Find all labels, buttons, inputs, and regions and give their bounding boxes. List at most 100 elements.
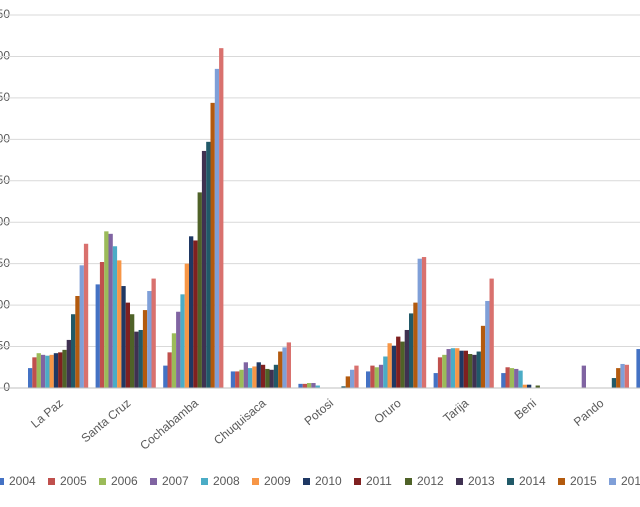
bar <box>404 329 409 388</box>
bar <box>378 364 384 388</box>
bar <box>138 329 143 388</box>
bar <box>413 302 418 388</box>
bar <box>117 260 122 388</box>
legend-swatch <box>150 478 157 485</box>
legend-label: 2012 <box>417 474 444 488</box>
bar <box>193 240 198 388</box>
x-tick-label: Chuquisaca <box>211 396 269 448</box>
bar <box>459 350 464 388</box>
bar <box>437 357 443 388</box>
bar <box>75 295 80 388</box>
y-tick-label: 400 <box>0 49 10 63</box>
x-tick-label: Potosi <box>302 396 337 428</box>
bar <box>472 354 477 388</box>
legend-swatch <box>303 478 310 485</box>
bar <box>66 339 71 388</box>
bar <box>167 352 172 388</box>
bar <box>248 368 253 388</box>
x-tick-label: Oruro <box>371 396 404 427</box>
x-tick-label: Pando <box>571 396 607 429</box>
bar <box>282 347 287 388</box>
bar <box>417 258 422 388</box>
bar <box>99 262 105 388</box>
legend-swatch <box>354 478 361 485</box>
bar <box>400 341 405 388</box>
bar <box>345 376 350 388</box>
bar <box>104 231 109 388</box>
bar <box>125 302 130 388</box>
y-tick-label: 200 <box>0 214 10 228</box>
bar <box>95 284 100 388</box>
bar <box>206 141 211 388</box>
legend-label: 2009 <box>264 474 291 488</box>
bar <box>501 373 506 388</box>
bar <box>62 349 67 388</box>
bar <box>409 313 414 388</box>
bar <box>350 369 355 388</box>
bar <box>374 367 379 388</box>
bar <box>180 294 185 388</box>
legend-label: 2010 <box>315 474 342 488</box>
bar <box>311 383 316 388</box>
bar <box>235 371 240 388</box>
bar <box>53 353 59 388</box>
bar <box>260 364 266 388</box>
legend-swatch <box>456 478 463 485</box>
bar <box>581 365 586 388</box>
bar <box>518 370 523 388</box>
bar <box>396 336 401 388</box>
bar <box>611 378 617 388</box>
bar <box>307 383 312 388</box>
y-tick-label: 0 <box>3 380 10 394</box>
bar <box>210 102 215 389</box>
x-tick-label: Tarija <box>440 396 471 425</box>
bar <box>45 355 50 388</box>
bar <box>79 265 84 388</box>
bar <box>171 333 177 388</box>
legend-label: 2014 <box>519 474 546 488</box>
legend-swatch <box>99 478 106 485</box>
x-tick-label: La Paz <box>28 396 66 431</box>
bar <box>315 385 320 388</box>
bar <box>121 286 126 388</box>
bar <box>197 192 202 388</box>
bar <box>265 368 270 388</box>
bar <box>286 342 291 388</box>
bar <box>278 351 283 388</box>
bar <box>370 365 375 388</box>
bar <box>32 357 37 388</box>
legend-swatch <box>609 478 616 485</box>
bar <box>214 68 220 388</box>
bar <box>485 300 490 388</box>
bar <box>522 384 527 388</box>
legend-swatch <box>0 478 4 485</box>
bar <box>134 331 139 388</box>
bar <box>201 150 207 388</box>
y-tick-label: 150 <box>0 256 10 270</box>
bar <box>450 348 456 388</box>
bar <box>40 354 46 388</box>
legend-label: 2007 <box>162 474 189 488</box>
bar <box>83 243 89 388</box>
bar <box>256 362 261 388</box>
bar <box>354 365 359 388</box>
legend-label: 2011 <box>366 474 392 488</box>
y-tick-label: 300 <box>0 132 10 146</box>
bar <box>636 349 640 388</box>
bar <box>184 263 189 388</box>
y-tick-label: 250 <box>0 173 10 187</box>
legend-swatch <box>507 478 514 485</box>
bar <box>219 48 224 389</box>
bar <box>476 351 481 388</box>
x-tick-label: Cochabamba <box>137 396 201 453</box>
bar <box>616 368 621 388</box>
legend-label: 2015 <box>570 474 597 488</box>
bar <box>142 310 148 388</box>
bar <box>49 354 54 388</box>
x-tick-label: Beni <box>512 396 539 422</box>
legend-swatch <box>201 478 208 485</box>
legend-swatch <box>48 478 55 485</box>
legend-label: 2016 <box>621 474 640 488</box>
y-tick-label: 450 <box>0 7 10 21</box>
